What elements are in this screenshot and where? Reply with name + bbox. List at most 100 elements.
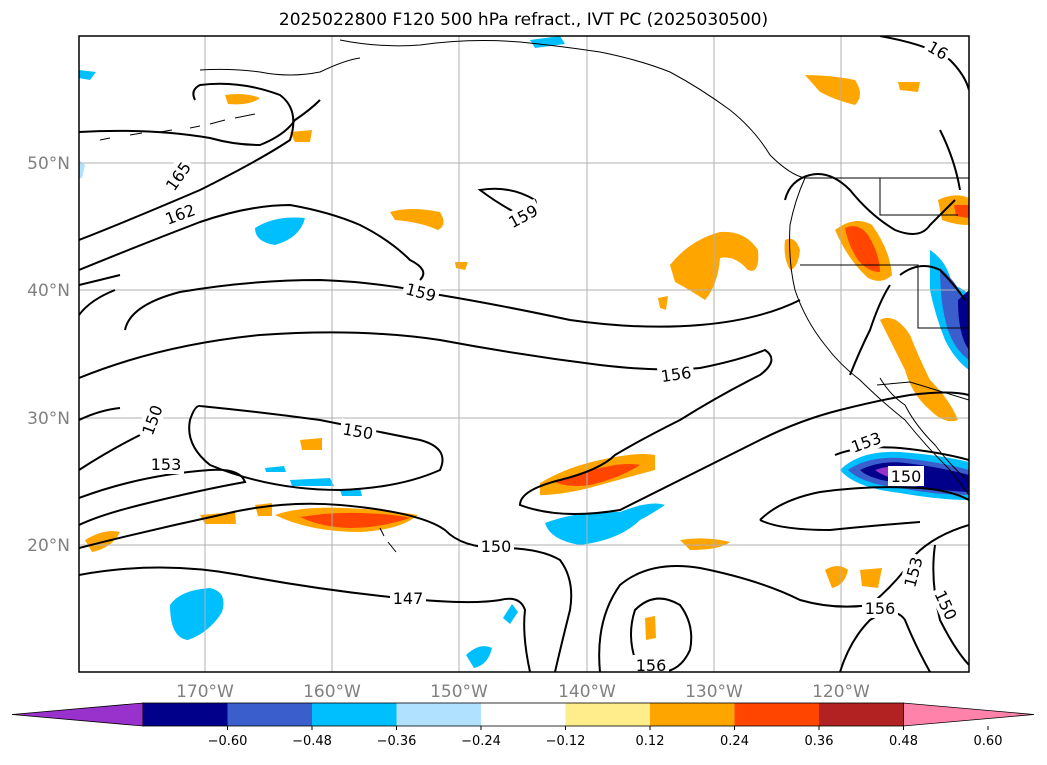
contour-line bbox=[79, 468, 247, 526]
colorbar-segment bbox=[227, 703, 313, 726]
contour-line bbox=[630, 597, 693, 672]
shade-positive bbox=[255, 503, 272, 516]
shade-positive bbox=[645, 616, 656, 640]
lon-label: 140°W bbox=[558, 682, 616, 702]
contour-label: 147 bbox=[393, 589, 424, 608]
colorbar-extend-max bbox=[903, 702, 1035, 727]
colorbar-extend-min bbox=[11, 702, 144, 727]
contour-line bbox=[79, 407, 141, 471]
colorbar-segment bbox=[819, 703, 904, 726]
aleutian-islands bbox=[99, 113, 256, 141]
shade-positive bbox=[390, 209, 444, 230]
lat-label: 20°N bbox=[27, 536, 70, 556]
shade-positive bbox=[845, 226, 880, 272]
shade-negative bbox=[255, 217, 305, 245]
shade-positive bbox=[658, 296, 668, 310]
ivt-shading-layer bbox=[79, 36, 969, 668]
colorbar-tick-label: −0.48 bbox=[292, 734, 332, 749]
contour-line bbox=[79, 203, 425, 281]
shade-positive bbox=[200, 512, 236, 524]
border-us-mexico bbox=[876, 381, 969, 401]
colorbar-segment bbox=[143, 703, 228, 726]
shade-negative bbox=[79, 70, 96, 80]
colorbar-segment bbox=[481, 703, 566, 726]
shade-positive bbox=[555, 464, 640, 486]
colorbar-outline bbox=[142, 702, 904, 727]
longitude-labels: 170°W 160°W 150°W 140°W 130°W 120°W bbox=[176, 682, 870, 702]
coastline bbox=[199, 57, 361, 76]
colorbar-segment bbox=[565, 703, 651, 726]
shade-negative bbox=[79, 160, 85, 178]
lon-label: 160°W bbox=[303, 682, 361, 702]
colorbar-tick-label: −0.24 bbox=[461, 734, 501, 749]
contour-line bbox=[79, 274, 121, 316]
shade-positive bbox=[938, 195, 969, 225]
shade-positive bbox=[680, 538, 730, 550]
lon-label: 170°W bbox=[176, 682, 234, 702]
shade-negative bbox=[530, 36, 565, 48]
shade-negative bbox=[545, 503, 665, 545]
map-title: 2025022800 F120 500 hPa refract., IVT PC… bbox=[278, 10, 769, 30]
shade-positive bbox=[225, 94, 260, 105]
contour-label: 150 bbox=[891, 467, 922, 486]
contour-label: 156 bbox=[865, 599, 896, 618]
state-borders bbox=[879, 178, 958, 216]
colorbar-segment bbox=[312, 703, 397, 726]
coastline bbox=[339, 39, 969, 496]
shade-negative bbox=[940, 268, 969, 360]
contour-line bbox=[79, 331, 969, 515]
contour-label: 153 bbox=[151, 455, 182, 474]
shade-negative bbox=[503, 604, 518, 624]
shade-positive bbox=[805, 75, 860, 105]
state-borders bbox=[800, 264, 969, 329]
shade-negative bbox=[466, 646, 492, 668]
colorbar-segment bbox=[734, 703, 820, 726]
contour-line bbox=[939, 129, 961, 191]
shade-negative bbox=[958, 290, 969, 350]
colorbar-tick-label: 0.12 bbox=[636, 734, 665, 749]
shade-positive bbox=[880, 317, 958, 422]
colorbar-tick-label: 0.36 bbox=[805, 734, 834, 749]
lon-label: 130°W bbox=[685, 682, 743, 702]
contour-line bbox=[79, 82, 295, 241]
colorbar: −0.60 −0.48 −0.36 −0.24 −0.12 0.12 0.24 0.36 0.4… bbox=[11, 702, 1035, 749]
contour-line bbox=[932, 544, 969, 666]
shade-positive bbox=[300, 438, 322, 450]
contour-line bbox=[79, 502, 573, 672]
coastline bbox=[879, 377, 966, 479]
lon-label: 150°W bbox=[430, 682, 488, 702]
height-contours bbox=[79, 36, 969, 672]
contour-line bbox=[879, 36, 969, 91]
shade-negative bbox=[265, 466, 286, 472]
colorbar-tick-label: 0.48 bbox=[889, 734, 918, 749]
lat-label: 50°N bbox=[27, 154, 70, 174]
shade-negative bbox=[290, 478, 334, 486]
contour-line bbox=[899, 265, 966, 301]
lon-label: 120°W bbox=[812, 682, 870, 702]
shade-positive bbox=[300, 512, 410, 528]
contour-line bbox=[124, 278, 801, 331]
colorbar-tick-label: −0.12 bbox=[546, 734, 586, 749]
map-plot-area: 165 162 159 159 156 153 150 150 150 147 bbox=[78, 35, 970, 675]
colorbar-tick-label: −0.60 bbox=[208, 734, 248, 749]
lat-label: 30°N bbox=[27, 409, 70, 429]
contour-line bbox=[188, 404, 444, 492]
contour-label: 156 bbox=[636, 656, 667, 675]
contour-line bbox=[784, 173, 956, 376]
contour-line bbox=[759, 486, 969, 521]
shade-positive bbox=[898, 82, 920, 92]
hawaii-islands bbox=[379, 527, 397, 553]
colorbar-segment bbox=[396, 703, 482, 726]
contour-label: 156 bbox=[660, 363, 693, 386]
contour-label: 150 bbox=[481, 537, 512, 556]
shade-positive bbox=[860, 568, 882, 588]
lat-label: 40°N bbox=[27, 281, 70, 301]
latitude-labels: 50°N 40°N 30°N 20°N bbox=[27, 154, 70, 556]
graticule bbox=[79, 36, 969, 672]
colorbar-segment bbox=[650, 703, 735, 726]
contour-line bbox=[79, 99, 321, 147]
shade-negative bbox=[170, 588, 224, 640]
colorbar-tick-label: 0.24 bbox=[720, 734, 749, 749]
shade-positive bbox=[784, 238, 800, 270]
